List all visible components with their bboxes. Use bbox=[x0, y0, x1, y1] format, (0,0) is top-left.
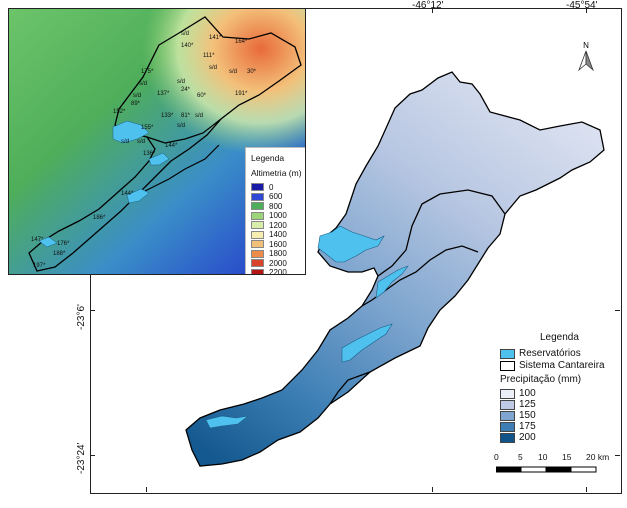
altimetry-class: 2000 bbox=[251, 258, 287, 268]
rain-label: 191* bbox=[235, 91, 248, 97]
rain-label: 137* bbox=[157, 91, 170, 97]
inset-reservoirs bbox=[38, 120, 170, 248]
scale-tick: 20 km bbox=[586, 452, 610, 462]
scale-tick: 0 bbox=[494, 452, 499, 462]
rain-label: 24* bbox=[181, 87, 191, 93]
sub-basin-boundary-3 bbox=[329, 371, 371, 405]
rain-label: 176* bbox=[57, 241, 70, 247]
tick-bottom-2 bbox=[432, 487, 433, 492]
altimetry-class: 1600 bbox=[251, 239, 287, 249]
altimetry-class: 2200 bbox=[251, 268, 287, 274]
tick-top-2 bbox=[586, 8, 587, 13]
inset-basin-outline bbox=[28, 16, 302, 272]
rain-label: 89* bbox=[131, 101, 141, 107]
altimetry-terrain bbox=[9, 9, 305, 274]
sub-basin-boundary-1 bbox=[377, 189, 506, 277]
rain-label: s/d bbox=[229, 69, 238, 75]
legend-system: Sistema Cantareira bbox=[500, 360, 605, 371]
scale-bar: 0 5 10 15 20 km bbox=[494, 452, 624, 482]
rain-label: s/d bbox=[133, 93, 142, 99]
rain-label: s/d bbox=[137, 139, 146, 145]
rain-label: 144* bbox=[121, 191, 134, 197]
tick-bottom-3 bbox=[586, 487, 587, 492]
tick-left-1 bbox=[90, 310, 95, 311]
inset-subbasin-line-1 bbox=[146, 118, 222, 144]
rain-label: 30* bbox=[247, 69, 257, 75]
precip-class: 100 bbox=[500, 388, 536, 399]
legend-precip-title: Precipitação (mm) bbox=[500, 374, 582, 385]
tick-right-2 bbox=[615, 455, 620, 456]
rain-label: 81* bbox=[181, 113, 191, 119]
north-arrow-icon: N bbox=[578, 41, 594, 72]
rain-label: 188* bbox=[53, 251, 66, 257]
rain-label: s/d bbox=[195, 113, 204, 119]
altimetry-class: 800 bbox=[251, 201, 282, 211]
rain-label: 60* bbox=[197, 93, 207, 99]
altimetry-legend: Legenda Altimetria (m) 0 600 800 1000 12… bbox=[245, 147, 305, 274]
legend-title: Legenda bbox=[540, 332, 579, 343]
precipitation-legend: Legenda Reservatórios Sistema Cantareira… bbox=[500, 332, 615, 444]
rain-label: 175* bbox=[141, 69, 154, 75]
rain-label: s/d bbox=[139, 81, 148, 87]
altimetry-class: 1800 bbox=[251, 249, 287, 259]
altimetry-legend-subtitle: Altimetria (m) bbox=[251, 168, 302, 178]
legend-reservoirs: Reservatórios bbox=[500, 348, 581, 359]
scale-tick: 5 bbox=[518, 452, 523, 462]
precip-class: 175 bbox=[500, 421, 536, 432]
scale-tick: 15 bbox=[562, 452, 572, 462]
rain-label: 141* bbox=[209, 35, 222, 41]
tick-left-2 bbox=[90, 455, 95, 456]
basin-area bbox=[185, 71, 605, 467]
precip-class: 200 bbox=[500, 432, 536, 443]
reservoirs bbox=[205, 225, 409, 429]
rain-label: 140* bbox=[181, 43, 194, 49]
coord-top-1: -46°12' bbox=[412, 0, 444, 11]
altimetry-class: 1400 bbox=[251, 230, 287, 240]
altimetry-class: 1000 bbox=[251, 211, 287, 221]
tick-top-1 bbox=[432, 8, 433, 13]
altimetry-inset-map: 141* 164* 140* 111* s/d 175* s/d s/d 30*… bbox=[8, 8, 306, 275]
coord-top-2: -45°54' bbox=[566, 0, 598, 11]
rain-label: 152* bbox=[113, 109, 126, 115]
rain-label: 186* bbox=[93, 215, 106, 221]
rain-label: s/d bbox=[209, 65, 218, 71]
tick-right-1 bbox=[615, 310, 620, 311]
tick-bottom-1 bbox=[146, 487, 147, 492]
scale-tick: 10 bbox=[538, 452, 548, 462]
north-label: N bbox=[583, 41, 589, 50]
altimetry-class: 0 bbox=[251, 182, 273, 192]
precip-class: 150 bbox=[500, 410, 536, 421]
inset-subbasin-line-2 bbox=[128, 144, 220, 200]
altimetry-legend-title: Legenda bbox=[251, 153, 285, 163]
rain-label: s/d bbox=[177, 123, 186, 129]
rain-label: s/d bbox=[177, 79, 186, 85]
rain-label: s/d bbox=[181, 31, 190, 37]
rain-label: 133* bbox=[161, 113, 174, 119]
precip-class: 125 bbox=[500, 399, 536, 410]
rain-label: 144* bbox=[165, 143, 178, 149]
altimetry-class: 600 bbox=[251, 192, 282, 202]
rain-label: 111* bbox=[203, 53, 215, 59]
scale-bar-segments bbox=[496, 466, 597, 473]
rain-label: 136* bbox=[143, 151, 156, 157]
rain-label: 197* bbox=[33, 263, 46, 269]
rain-label: s/d bbox=[121, 139, 130, 145]
rain-label: 147* bbox=[31, 237, 44, 243]
altimetry-class: 1200 bbox=[251, 220, 287, 230]
rain-label: 164* bbox=[235, 39, 248, 45]
rain-label: 155* bbox=[141, 125, 154, 131]
